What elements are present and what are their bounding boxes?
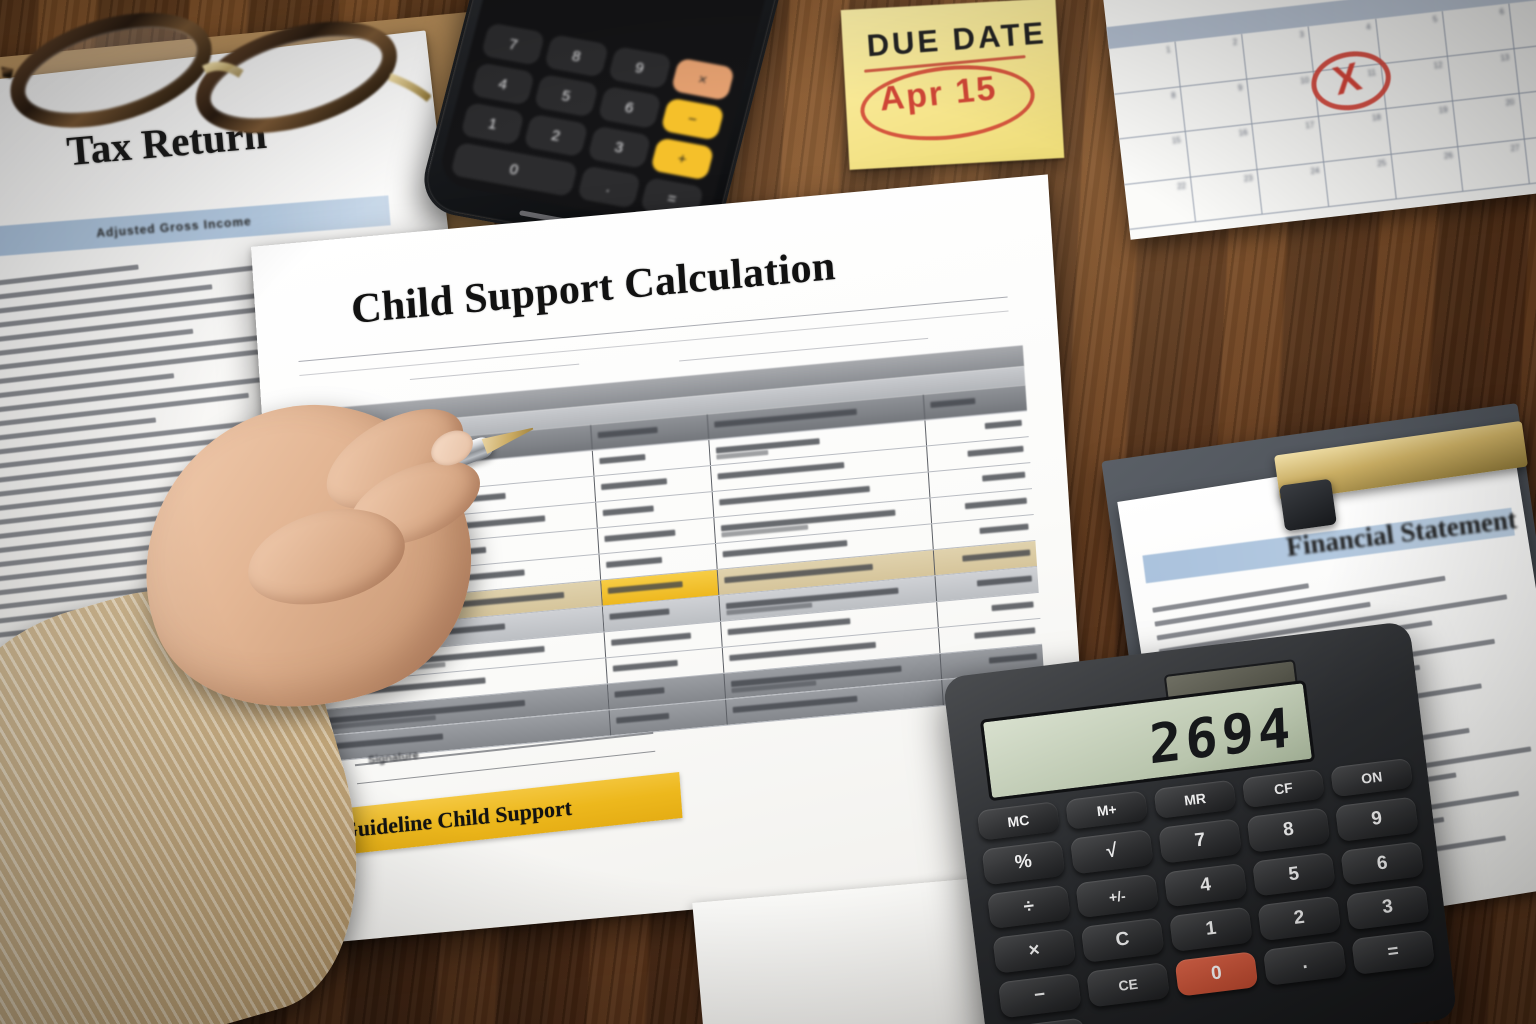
calculator-key[interactable]: CF [1241,768,1325,808]
phone-key[interactable]: + [649,137,715,181]
calendar-day-cell[interactable]: 20 [1452,93,1525,147]
calculator-key[interactable]: +/- [1075,873,1160,919]
phone-key[interactable]: × [670,57,736,101]
calculator-key[interactable]: 3 [1345,885,1430,931]
calendar-day-cell[interactable]: 12 [1380,56,1453,110]
sticky-note-due-date[interactable]: DUE DATE Apr 15 [840,0,1065,170]
calculator-key[interactable]: ON [1330,757,1414,798]
phone-key[interactable]: 2 [523,113,589,158]
calculator-key[interactable]: M+ [1065,790,1149,830]
calculator-key[interactable]: √ [1069,828,1154,875]
calculator-key[interactable]: 9 [1334,796,1419,842]
calculator-key[interactable]: MR [1153,779,1237,819]
calculator-key[interactable]: MC [976,801,1060,841]
phone-key[interactable]: 3 [586,125,652,169]
calculator-key[interactable]: 8 [1246,807,1331,853]
calculator-key[interactable]: 2 [1257,896,1342,942]
calendar-day-cell[interactable]: 24 [1257,161,1330,215]
phone-key[interactable]: − [660,97,725,141]
calculator-key[interactable]: 5 [1252,851,1336,897]
phone-key[interactable]: 7 [480,22,546,66]
calendar-day-cell[interactable]: 10 [1247,71,1320,125]
calendar-day-cell[interactable]: 26 [1391,146,1464,200]
calculator-key[interactable]: ÷ [987,884,1071,930]
calendar-day-cell[interactable]: 15 [1119,131,1192,185]
calculator-display-value: 2694 [1147,695,1296,777]
calendar-day-cell[interactable]: 5 [1375,11,1448,64]
calculator-key[interactable]: − [997,973,1082,1019]
calendar-day-cell[interactable]: 1 [1108,41,1181,95]
calculator-key[interactable]: C [1080,917,1165,964]
phone-key[interactable]: 4 [470,62,536,106]
phone-key[interactable]: 5 [533,73,599,118]
calendar-day-cell[interactable]: 22 [1124,177,1197,230]
calculator-key[interactable]: 1 [1169,907,1253,953]
phone-key[interactable]: 1 [460,102,526,146]
calculator-key[interactable]: % [981,839,1066,886]
phone-screen[interactable]: 7 8 9 × 4 5 6−1 2 3 +0. = [435,0,773,233]
calculator-key[interactable]: × [992,928,1077,975]
calendar-day-cell[interactable]: 3 [1242,26,1315,80]
calculator-key[interactable]: 4 [1163,862,1248,908]
calendar-day-cell[interactable]: 6 [1442,3,1515,57]
calendar-day-cell[interactable]: 13 [1447,48,1520,102]
phone-key[interactable]: . [576,165,642,209]
calculator-key[interactable]: . [1262,940,1347,986]
phone-key[interactable]: 6 [596,85,662,130]
calculator-key[interactable]: = [1351,929,1436,976]
page-title: Child Support Calculation [349,243,837,333]
calendar-day-cell[interactable]: 17 [1252,116,1325,170]
calendar-day-cell[interactable]: 27 [1457,139,1530,192]
form-field-line-a [409,363,580,381]
calendar-day-cell[interactable]: 25 [1324,154,1397,208]
calendar-day-cell[interactable]: 18 [1319,109,1392,162]
calendar-day-cell[interactable]: 9 [1180,79,1253,132]
calendar-day-cell[interactable]: 2 [1175,33,1248,87]
phone-key[interactable]: 8 [544,34,609,78]
reading-glasses-icon [0,12,432,134]
calculator-key[interactable]: CE [1086,962,1171,1008]
calculator-key[interactable]: 7 [1158,818,1242,864]
calendar-day-cell[interactable]: 19 [1386,101,1458,155]
phone-key[interactable]: 9 [607,45,673,90]
calendar-day-cell[interactable]: 23 [1191,169,1263,223]
calendar-day-cell[interactable]: 8 [1114,86,1186,140]
calculator-key[interactable]: 6 [1340,840,1425,887]
calendar-day-cell[interactable]: 7 [1509,0,1536,49]
calculator-key[interactable]: + [1003,1017,1088,1024]
clipboard-clip-lever[interactable] [1279,478,1337,532]
calculator-key[interactable]: 0 [1174,951,1259,997]
calendar-day-cell[interactable]: 16 [1185,124,1258,178]
